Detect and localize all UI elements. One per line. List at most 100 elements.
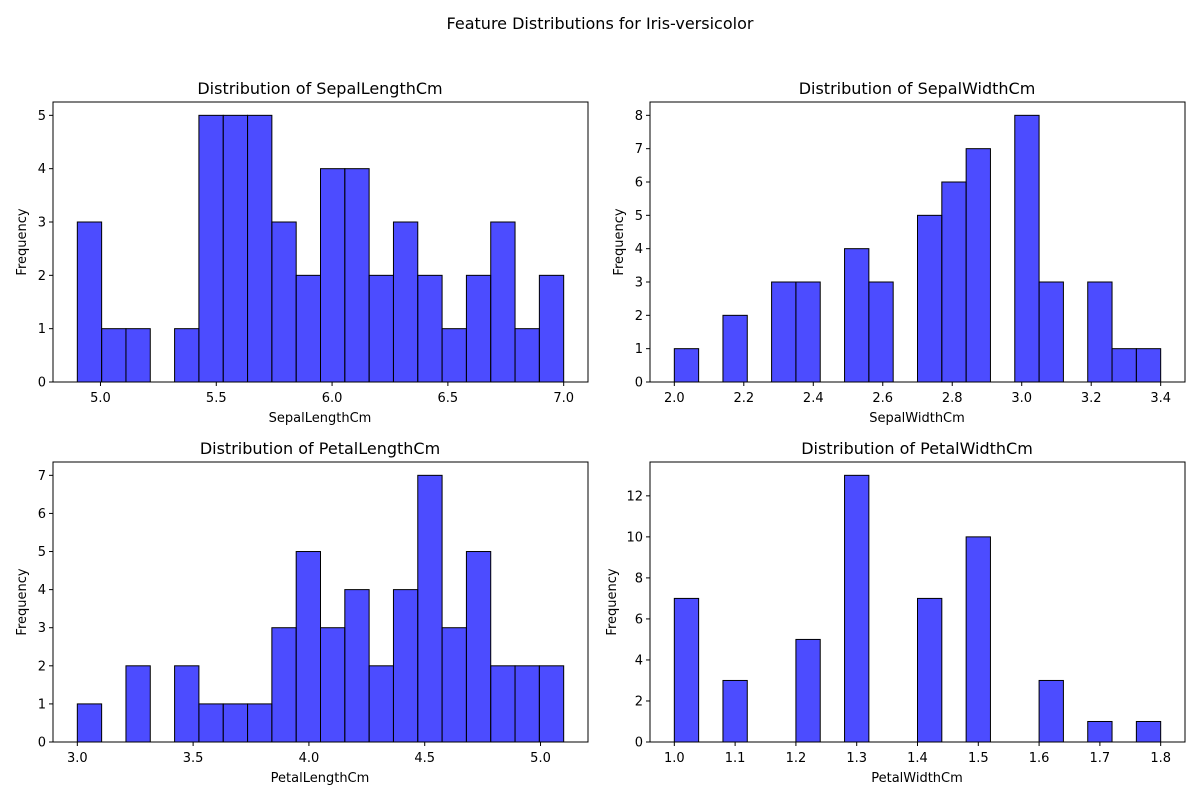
x-axis-label: PetalLengthCm (271, 771, 370, 786)
x-tick-label: 1.4 (907, 751, 928, 766)
x-tick-label: 2.0 (664, 391, 685, 406)
histogram-bar (247, 114, 273, 383)
histogram-bar (417, 474, 443, 743)
histogram-bar (222, 114, 249, 383)
histogram-bar (125, 665, 151, 743)
y-tick-label: 4 (38, 162, 46, 177)
x-tick-label: 1.7 (1090, 751, 1111, 766)
x-tick-label: 5.0 (530, 751, 551, 766)
x-tick-label: 2.6 (872, 391, 893, 406)
histogram-bar (538, 274, 565, 383)
subplot-petal-length: Distribution of PetalLengthCm PetalLengt… (15, 439, 589, 786)
histogram-bar (844, 474, 870, 743)
y-tick-label: 12 (626, 489, 643, 504)
histogram-bar (490, 221, 516, 383)
plot-area: 1.0 1.1 1.2 1.3 1.4 1.5 1.6 1.7 1.8 0 2 4 6 8 10 12 (626, 461, 1186, 766)
plot-area: 5.0 5.5 6.0 6.5 7.0 0 1 2 3 4 5 (38, 101, 589, 406)
histogram-bar (514, 665, 540, 743)
histogram-bar (722, 314, 748, 383)
histogram-bar (320, 168, 346, 383)
histogram-bar (198, 703, 224, 743)
x-axis-label: SepalWidthCm (869, 411, 965, 426)
histogram-bar (198, 114, 224, 383)
y-tick-label: 6 (38, 507, 46, 522)
axes-frame (649, 461, 1186, 743)
histogram-bar (222, 703, 249, 743)
x-axis-label: SepalLengthCm (269, 411, 372, 426)
subplot-title: Distribution of PetalLengthCm (200, 439, 440, 458)
histogram-bar (392, 589, 419, 743)
histogram-bar (1087, 720, 1113, 743)
subplot-sepal-width: Distribution of SepalWidthCm SepalWidthC… (612, 79, 1186, 426)
x-tick-label: 2.2 (733, 391, 754, 406)
histogram-bar (320, 627, 346, 743)
x-tick-label: 1.6 (1029, 751, 1050, 766)
histogram-bar (441, 627, 467, 743)
x-axis-label: PetalWidthCm (871, 771, 963, 786)
histogram-bar (722, 679, 748, 743)
x-tick-label: 1.2 (786, 751, 807, 766)
histogram-bar (965, 536, 991, 743)
histogram-bar (673, 597, 700, 743)
y-tick-label: 2 (38, 659, 46, 674)
histogram-bar (392, 221, 419, 383)
y-tick-label: 5 (38, 545, 46, 560)
histogram-bar (1087, 281, 1113, 383)
x-tick-label: 6.5 (438, 391, 459, 406)
subplot-title: Distribution of SepalWidthCm (799, 79, 1036, 98)
x-tick-label: 1.5 (968, 751, 989, 766)
y-tick-label: 8 (635, 109, 643, 124)
histogram-bar (344, 589, 370, 743)
x-tick-label: 7.0 (553, 391, 574, 406)
histogram-bar (417, 274, 443, 383)
subplot-title: Distribution of PetalWidthCm (801, 439, 1033, 458)
y-axis-label: Frequency (15, 208, 30, 275)
histogram-bar (271, 221, 297, 383)
histogram-bar (771, 281, 797, 383)
x-tick-label: 5.5 (206, 391, 227, 406)
y-tick-label: 2 (38, 269, 46, 284)
subplot-sepal-length: Distribution of SepalLengthCm SepalLengt… (15, 79, 589, 426)
histogram-bar (965, 148, 991, 383)
y-tick-label: 1 (635, 342, 643, 357)
y-tick-label: 3 (38, 216, 46, 231)
x-tick-label: 3.0 (1011, 391, 1032, 406)
y-tick-label: 3 (635, 276, 643, 291)
histogram-bar (247, 703, 273, 743)
histogram-bar (868, 281, 894, 383)
y-axis-label: Frequency (612, 208, 627, 275)
histogram-bar (1111, 348, 1137, 383)
histogram-bar (941, 181, 967, 383)
histogram-bar (1014, 114, 1040, 383)
histogram-bar (673, 348, 700, 383)
y-tick-label: 6 (635, 176, 643, 191)
histogram-bar (101, 328, 127, 383)
histogram-bar (795, 281, 821, 383)
y-tick-label: 7 (635, 142, 643, 157)
x-tick-label: 1.0 (664, 751, 685, 766)
x-tick-label: 4.5 (414, 751, 435, 766)
x-tick-label: 1.1 (725, 751, 746, 766)
x-tick-label: 3.5 (183, 751, 204, 766)
y-tick-label: 2 (635, 309, 643, 324)
histogram-bar (1135, 348, 1162, 383)
y-axis-label: Frequency (15, 568, 30, 635)
y-tick-label: 0 (635, 736, 643, 751)
histogram-bar (344, 168, 370, 383)
histogram-bar (465, 551, 492, 743)
y-tick-label: 4 (38, 583, 46, 598)
histogram-bar (174, 665, 200, 743)
y-axis-label: Frequency (605, 568, 620, 635)
axes-frame (649, 101, 1186, 383)
histogram-bar (514, 328, 540, 383)
x-tick-label: 5.0 (90, 391, 111, 406)
y-tick-label: 1 (38, 322, 46, 337)
x-tick-label: 3.0 (67, 751, 88, 766)
y-tick-label: 1 (38, 697, 46, 712)
histogram-bar (368, 274, 394, 383)
histogram-bar (174, 328, 200, 383)
histogram-bar (917, 214, 943, 383)
y-tick-label: 0 (635, 376, 643, 391)
histogram-bar (295, 274, 322, 383)
histogram-bar (465, 274, 492, 383)
